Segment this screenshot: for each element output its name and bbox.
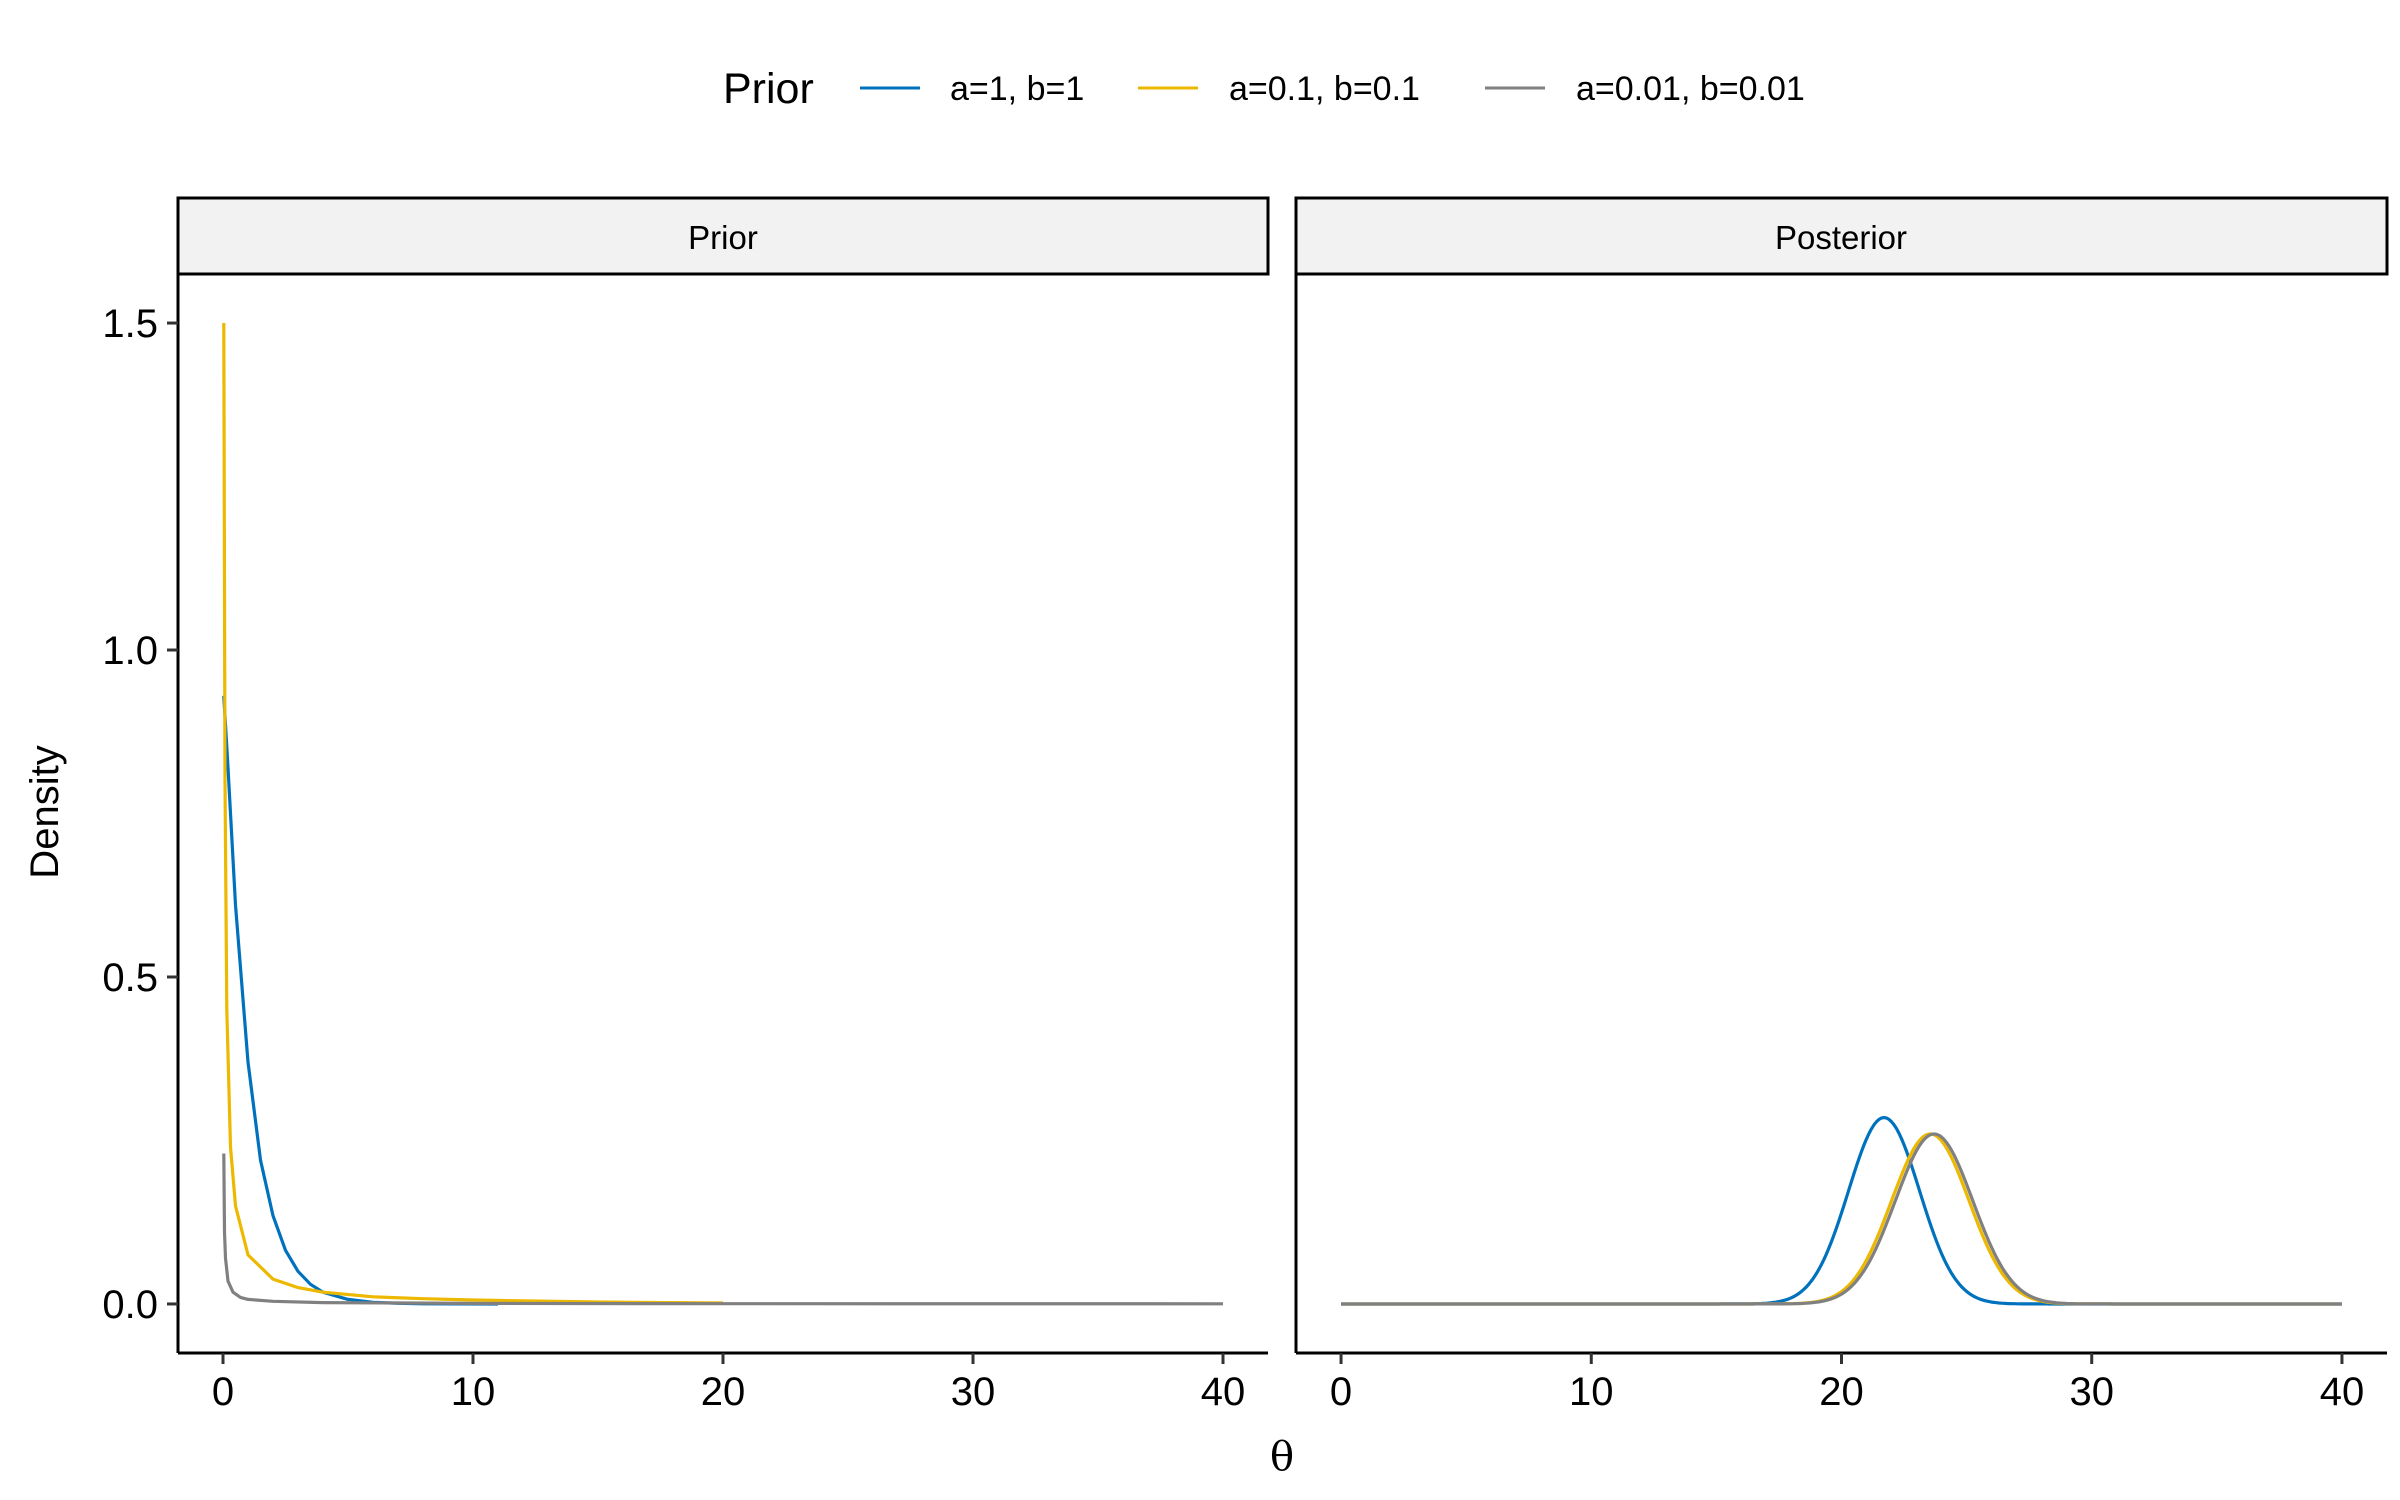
x-tick-label: 10 [451, 1370, 496, 1414]
x-axis-title: θ [1270, 1434, 1294, 1480]
legend-label-a0.01-b0.01: a=0.01, b=0.01 [1576, 70, 1805, 108]
x-tick-label: 10 [1569, 1370, 1614, 1414]
y-tick-label: 1.5 [102, 302, 158, 346]
series-line [1341, 1132, 2342, 1306]
y-axis: 0.0 0.5 1.0 1.5 [102, 302, 178, 1327]
legend: Prior a=1, b=1 a=0.1, b=0.1 a=0.01, b=0.… [723, 65, 1805, 113]
legend-label-a0.1-b0.1: a=0.1, b=0.1 [1229, 70, 1420, 108]
x-tick-label: 20 [1819, 1370, 1864, 1414]
y-tick-label: 0.5 [102, 956, 158, 1000]
y-tick-label: 0.0 [102, 1283, 158, 1327]
strip-label-posterior: Posterior [1775, 219, 1907, 256]
y-tick-label: 1.0 [102, 629, 158, 673]
series-line [222, 695, 499, 1306]
x-tick-label: 40 [2320, 1370, 2365, 1414]
strip-label-prior: Prior [688, 219, 758, 256]
series-line [222, 1153, 1224, 1306]
series-line [222, 322, 724, 1305]
legend-title: Prior [723, 65, 814, 113]
x-tick-label: 30 [951, 1370, 996, 1414]
x-tick-label: 30 [2069, 1370, 2114, 1414]
panel-prior: 0 10 20 30 40 [176, 274, 1268, 1414]
x-tick-label: 20 [701, 1370, 746, 1414]
strip-prior [176, 196, 1270, 276]
series-line [1341, 1116, 2342, 1306]
series-line [1341, 1132, 2342, 1306]
legend-label-a1-b1: a=1, b=1 [950, 70, 1084, 108]
panel-posterior: 0 10 20 30 40 [1294, 274, 2387, 1414]
strip-posterior [1294, 196, 2389, 276]
x-tick-label: 40 [1201, 1370, 1246, 1414]
x-tick-label: 0 [212, 1370, 234, 1414]
x-tick-label: 0 [1330, 1370, 1352, 1414]
y-axis-title: Density [23, 745, 67, 878]
